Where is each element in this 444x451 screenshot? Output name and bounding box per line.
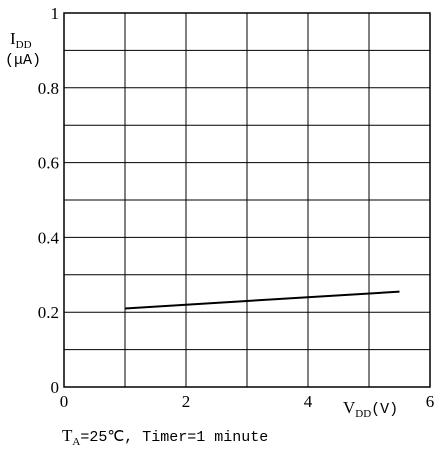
series-line: [124, 290, 400, 310]
x-axis-label-main: V: [343, 398, 356, 417]
x-tick-labels: 0 2 4 6: [60, 392, 435, 411]
y-tick-label: 0.4: [38, 228, 60, 247]
y-axis-unit: (μA): [5, 52, 41, 69]
grid: [64, 13, 430, 387]
series-layer: [124, 290, 400, 310]
y-tick-label: 0: [51, 378, 60, 397]
condition-t-sub: A: [72, 436, 80, 448]
condition-t: T: [62, 426, 73, 445]
x-axis-label: VDD(V): [343, 398, 398, 420]
y-tick-label: 1: [51, 4, 60, 23]
plot-frame: [63, 12, 431, 388]
x-axis-label-unit: (V): [371, 401, 398, 418]
y-tick-label: 0.8: [38, 79, 59, 98]
x-tick-label: 0: [60, 392, 69, 411]
x-tick-label: 4: [304, 392, 313, 411]
y-tick-label: 0.6: [38, 154, 59, 173]
y-tick-label: 0.2: [38, 303, 59, 322]
x-tick-label: 2: [182, 392, 191, 411]
y-axis-label-sub: DD: [16, 39, 32, 51]
x-tick-label: 6: [426, 392, 435, 411]
condition-rest: =25℃, Timer=1 minute: [80, 429, 268, 446]
y-axis-label-main: I: [10, 29, 16, 48]
y-tick-labels: 0 0.2 0.4 0.6 0.8 1: [38, 4, 60, 397]
condition-caption: TA=25℃, Timer=1 minute: [62, 426, 268, 448]
x-axis-label-sub: DD: [355, 408, 371, 420]
y-axis-label: IDD: [10, 29, 32, 51]
